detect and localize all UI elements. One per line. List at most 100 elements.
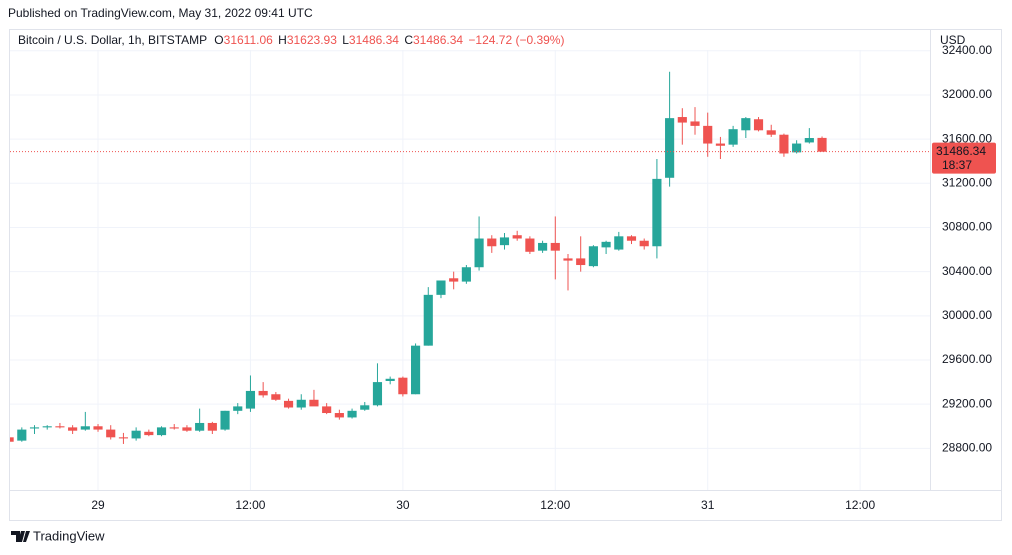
candle-body: [55, 426, 65, 428]
candle-body: [576, 258, 586, 266]
candle-body: [563, 258, 573, 261]
candle-body: [665, 118, 675, 178]
candle-body: [220, 410, 230, 430]
candle-body: [245, 390, 256, 409]
candle-body: [804, 138, 814, 143]
candle-body: [271, 394, 281, 400]
candle-body: [80, 426, 90, 430]
candle-body: [283, 400, 294, 408]
candle-body: [309, 399, 319, 407]
change-value: −124.72 (−0.39%): [468, 33, 564, 47]
candle-body: [817, 137, 827, 152]
candle-body: [131, 430, 141, 439]
candle-body: [93, 426, 103, 430]
candle-body: [779, 134, 789, 154]
candle-body: [398, 377, 408, 395]
candle-body: [144, 431, 154, 436]
candle-body: [258, 390, 268, 396]
low-label: L: [342, 33, 349, 47]
last-price-label: 31486.34: [936, 144, 986, 158]
x-tick-label: 31: [701, 498, 715, 512]
candle-body: [538, 242, 548, 251]
candle-body: [677, 117, 687, 123]
candle-body: [372, 382, 383, 406]
candle-body: [766, 130, 776, 135]
candle-body: [601, 241, 611, 248]
x-tick-label: 30: [396, 498, 410, 512]
y-tick-label: 32000.00: [942, 87, 992, 101]
candle-body: [296, 399, 306, 408]
y-tick-label: 30800.00: [942, 220, 992, 234]
candle-body: [169, 427, 179, 429]
high-label: H: [278, 33, 287, 47]
candle-body: [156, 427, 167, 436]
countdown-label: 18:37: [942, 158, 972, 172]
candle-body: [525, 238, 535, 252]
candle-body: [512, 235, 522, 239]
brand: TradingView: [33, 528, 105, 543]
y-tick-label: 29600.00: [942, 352, 992, 366]
candle-body: [652, 178, 662, 247]
candle-body: [118, 437, 129, 439]
candle-body: [423, 294, 433, 346]
candle-body: [233, 406, 243, 411]
candle-body: [347, 410, 357, 418]
legend-header: Bitcoin / U.S. Dollar, 1h, BITSTAMP O316…: [18, 33, 564, 47]
candle-body: [385, 378, 395, 381]
y-tick-label: 31200.00: [942, 175, 992, 189]
candle-body: [449, 278, 459, 282]
candle-body: [703, 125, 713, 144]
x-tick-label: 12:00: [845, 498, 875, 512]
last-price-box: [932, 142, 996, 174]
candle-body: [499, 237, 510, 246]
close-label: C: [404, 33, 413, 47]
candle-body: [461, 267, 471, 282]
candle-body: [360, 405, 370, 410]
candle-body: [741, 118, 751, 131]
candle-body: [106, 429, 116, 438]
candle-body: [195, 422, 205, 431]
candle-body: [639, 240, 649, 247]
candle-body: [728, 129, 738, 145]
candle-body: [550, 242, 560, 251]
candle-body: [207, 422, 217, 431]
candle-body: [410, 345, 421, 395]
y-tick-label: 29200.00: [942, 396, 992, 410]
open-label: O: [214, 33, 223, 47]
candle-body: [436, 280, 446, 295]
candle-body: [322, 406, 332, 414]
candle-body: [42, 426, 52, 428]
x-tick-label: 12:00: [540, 498, 570, 512]
candle-body: [29, 427, 40, 429]
candle-body: [588, 246, 598, 267]
y-tick-label: 31600.00: [942, 131, 992, 145]
candle-body: [614, 236, 624, 250]
y-tick-label: 30400.00: [942, 264, 992, 278]
candle-body: [334, 413, 344, 418]
footer-logo: [11, 531, 30, 542]
candle-body: [487, 238, 497, 247]
open-value: 31611.06: [224, 33, 273, 47]
y-tick-label: 30000.00: [942, 308, 992, 322]
currency-label: USD: [940, 33, 966, 47]
published-note: Published on TradingView.com, May 31, 20…: [8, 6, 313, 20]
candle-body: [753, 119, 764, 131]
candle-body: [474, 238, 484, 268]
grid: [10, 50, 930, 490]
y-tick-label: 28800.00: [942, 441, 992, 455]
high-value: 31623.93: [287, 33, 337, 47]
candles: [10, 71, 827, 444]
candle-body: [17, 429, 27, 441]
x-tick-label: 12:00: [235, 498, 265, 512]
close-value: 31486.34: [413, 33, 463, 47]
frame: [9, 29, 1002, 521]
candle-body: [715, 143, 725, 146]
candle-body: [182, 427, 192, 431]
candle-body: [792, 143, 802, 153]
low-value: 31486.34: [349, 33, 399, 47]
candle-body: [626, 236, 637, 241]
y-tick-label: 32400.00: [942, 43, 992, 57]
symbol-title: Bitcoin / U.S. Dollar, 1h, BITSTAMP: [18, 33, 207, 47]
x-tick-label: 29: [91, 498, 105, 512]
